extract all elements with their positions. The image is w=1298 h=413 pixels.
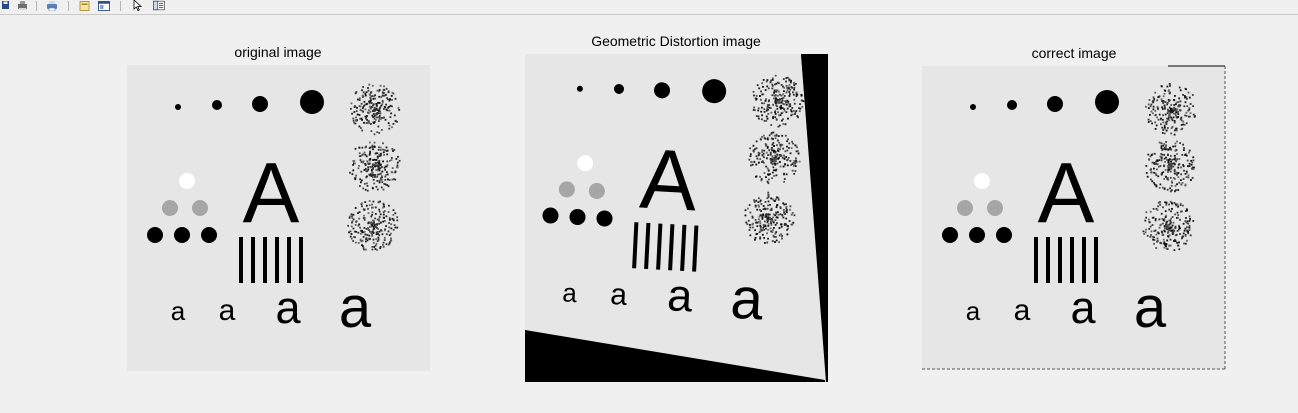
noise-blob: [1145, 140, 1195, 193]
toolbar-separator: [68, 1, 69, 11]
black-dot: [942, 227, 958, 243]
bar: [680, 224, 687, 272]
bar: [644, 222, 651, 270]
dot: [654, 82, 671, 99]
black-dot: [542, 207, 559, 224]
toolbar-separator: [36, 1, 37, 11]
dot: [1007, 100, 1017, 110]
black-dot: [201, 227, 217, 243]
bar: [692, 225, 699, 272]
bar: [656, 223, 663, 270]
gray-dot: [588, 183, 605, 200]
black-dot: [969, 227, 985, 243]
bar: [239, 237, 243, 283]
dot: [970, 104, 976, 110]
noise-blob: [350, 83, 401, 136]
bar: [287, 237, 291, 283]
dot: [1095, 90, 1119, 114]
axes-title-original: original image: [234, 44, 322, 60]
dot: [1047, 96, 1063, 112]
pointer-icon[interactable]: [132, 0, 144, 11]
letter-a: a: [562, 277, 578, 308]
dot: [300, 90, 324, 114]
letter-A: A: [1038, 146, 1095, 241]
black-dot: [569, 209, 586, 226]
letter-a: a: [610, 278, 629, 312]
bar: [1070, 237, 1074, 283]
bar: [1034, 237, 1038, 283]
bar: [1046, 237, 1050, 283]
print-preview-icon[interactable]: [16, 0, 28, 11]
letter-a: a: [729, 266, 765, 333]
bar: [632, 222, 639, 269]
letter-a: a: [1134, 275, 1167, 340]
letter-a: a: [171, 296, 186, 326]
letter-a: a: [1014, 294, 1031, 327]
toolbar-separator: [120, 1, 121, 11]
letter-a: a: [1070, 282, 1096, 333]
warped-test-pattern: Aa a a a: [542, 74, 805, 333]
black-dot: [596, 210, 613, 227]
test-pattern: Aa a a a: [147, 83, 401, 340]
white-dot: [179, 173, 195, 189]
new-figure-icon[interactable]: [78, 0, 90, 11]
noise-blob: [349, 141, 401, 192]
noise-blob: [744, 191, 796, 244]
bar: [299, 237, 303, 283]
letter-A: A: [638, 131, 700, 229]
dot: [576, 85, 583, 92]
bar: [275, 237, 279, 283]
bar: [668, 224, 675, 271]
letter-A: A: [243, 146, 300, 241]
save-icon[interactable]: [0, 0, 12, 11]
axes-title-corrected: correct image: [1031, 45, 1117, 61]
black-dot: [147, 227, 163, 243]
bar: [1094, 237, 1098, 283]
figure-toolbar: [0, 0, 1298, 15]
axes-title-distorted: Geometric Distortion image: [591, 33, 761, 49]
gray-dot: [192, 200, 208, 216]
new-window-icon[interactable]: [98, 0, 110, 11]
letter-a: a: [966, 296, 981, 326]
noise-blob: [347, 200, 399, 251]
black-dot: [174, 227, 190, 243]
bar: [1058, 237, 1062, 283]
dot: [252, 96, 268, 112]
letter-a: a: [219, 294, 236, 327]
bar: [251, 237, 255, 283]
white-dot: [974, 173, 990, 189]
letter-a: a: [339, 275, 372, 340]
dot: [613, 83, 625, 94]
black-dot: [996, 227, 1012, 243]
dot: [175, 104, 181, 110]
letter-a: a: [275, 282, 301, 333]
gray-dot: [957, 200, 973, 216]
letter-a: a: [666, 269, 695, 321]
property-editor-icon[interactable]: [153, 0, 165, 11]
print-icon[interactable]: [46, 0, 58, 11]
bar: [1082, 237, 1086, 283]
noise-blob: [748, 131, 801, 185]
gray-dot: [162, 200, 178, 216]
noise-blob: [1145, 83, 1196, 136]
bar: [263, 237, 267, 283]
white-dot: [577, 155, 594, 172]
noise-blob: [1142, 200, 1195, 251]
dot: [702, 79, 727, 104]
gray-dot: [987, 200, 1003, 216]
noise-blob: [752, 74, 805, 128]
dot: [212, 100, 222, 110]
gray-dot: [558, 181, 575, 198]
